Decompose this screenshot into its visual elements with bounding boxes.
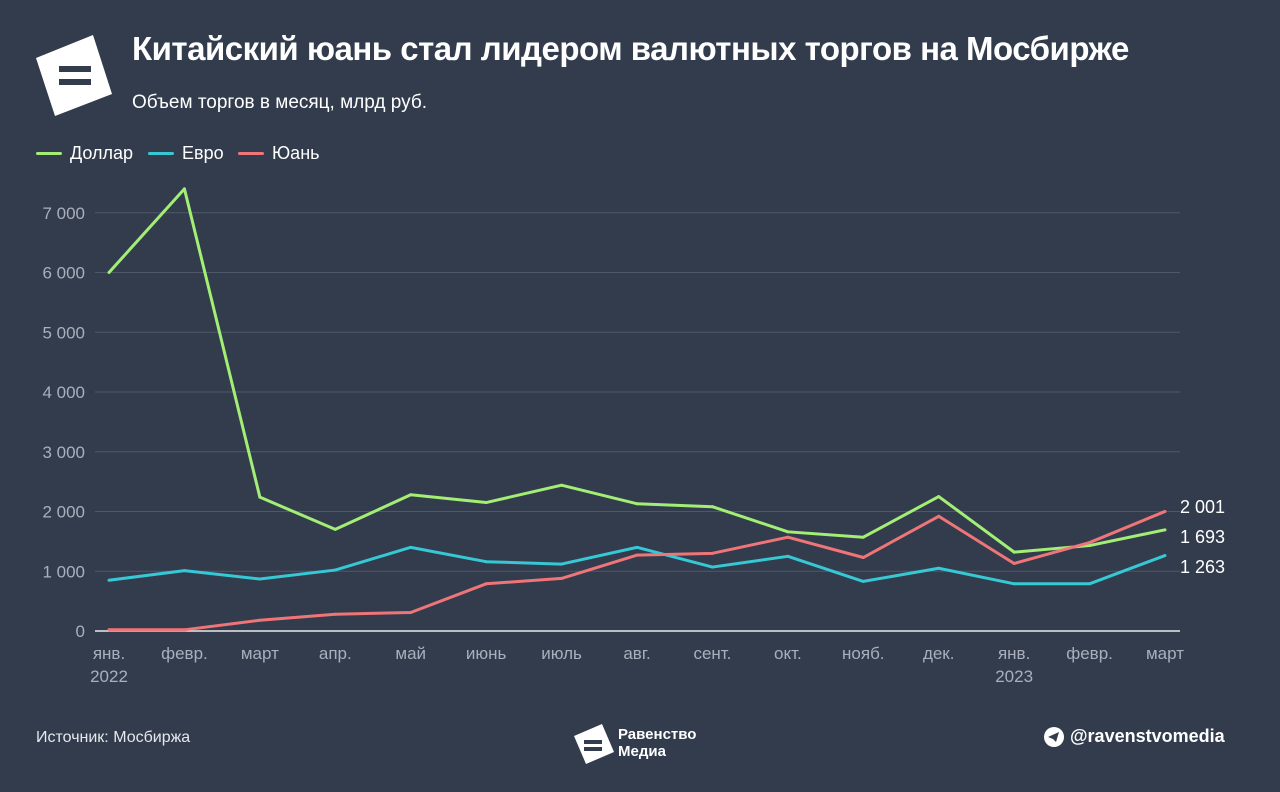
data-point — [635, 502, 639, 506]
x-tick-label: март — [241, 644, 279, 663]
y-tick-label: 7 000 — [42, 204, 85, 223]
telegram-handle[interactable]: @ravenstvomedia — [1044, 726, 1225, 747]
x-tick-label: сент. — [693, 644, 731, 663]
y-tick-label: 2 000 — [42, 503, 85, 522]
chart-title: Китайский юань стал лидером валютных тор… — [132, 30, 1129, 67]
legend-item-euro: Евро — [148, 143, 224, 164]
x-tick-label: апр. — [319, 644, 352, 663]
data-point — [1088, 544, 1092, 548]
data-point — [107, 628, 111, 632]
x-tick-label: февр. — [1066, 644, 1113, 663]
brand-name: Равенство Медиа — [618, 726, 696, 760]
data-point — [710, 505, 714, 509]
legend-label: Доллар — [70, 143, 134, 163]
data-point — [1163, 554, 1167, 558]
data-point — [333, 527, 337, 531]
data-point — [333, 568, 337, 572]
series-line-0 — [107, 187, 1166, 554]
data-point — [258, 577, 262, 581]
y-tick-label: 4 000 — [42, 383, 85, 402]
brand-logo-icon — [574, 724, 614, 764]
data-point — [1088, 582, 1092, 586]
x-tick-label: июнь — [466, 644, 507, 663]
data-point — [937, 514, 941, 518]
source-note: Источник: Мосбиржа — [36, 729, 191, 746]
data-point — [861, 556, 865, 560]
data-point — [409, 610, 413, 614]
end-value-label: 1 263 — [1180, 557, 1225, 577]
data-point — [1012, 550, 1016, 554]
x-tick-year: 2022 — [90, 667, 128, 686]
data-point — [107, 578, 111, 582]
data-point — [182, 628, 186, 632]
telegram-label: @ravenstvomedia — [1070, 726, 1225, 746]
data-point — [258, 495, 262, 499]
line-chart: 0 1 000 2 000 3 000 4 000 5 000 6 000 7 000 янв.… — [42, 187, 1225, 686]
x-tick-label: февр. — [161, 644, 208, 663]
data-point — [258, 618, 262, 622]
data-point — [182, 569, 186, 573]
x-tick-year: 2023 — [995, 667, 1033, 686]
y-tick-label: 0 — [76, 622, 85, 641]
data-point — [1012, 582, 1016, 586]
data-point — [635, 553, 639, 557]
data-point — [710, 551, 714, 555]
data-point — [861, 579, 865, 583]
brand-line2: Медиа — [618, 743, 666, 760]
data-point — [1088, 541, 1092, 545]
data-point — [786, 535, 790, 539]
y-tick-label: 5 000 — [42, 323, 85, 342]
data-point — [710, 565, 714, 569]
data-point — [333, 612, 337, 616]
data-point — [560, 562, 564, 566]
data-point — [1163, 509, 1167, 513]
x-tick-label: июль — [541, 644, 582, 663]
data-point — [560, 483, 564, 487]
series-line-1 — [108, 545, 1166, 586]
y-tick-label: 1 000 — [42, 562, 85, 581]
data-point — [484, 582, 488, 586]
data-point — [786, 554, 790, 558]
x-tick-label: янв. — [93, 644, 125, 663]
legend-label: Юань — [272, 143, 320, 163]
x-tick-label: окт. — [774, 644, 802, 663]
legend-label: Евро — [182, 143, 224, 163]
legend-item-yuan: Юань — [238, 143, 320, 164]
y-tick-label: 3 000 — [42, 443, 85, 462]
data-point — [484, 560, 488, 564]
series-line-2 — [109, 510, 1166, 632]
data-point — [861, 535, 865, 539]
x-tick-label: нояб. — [842, 644, 885, 663]
data-point — [937, 566, 941, 570]
x-tick-label: март — [1146, 644, 1184, 663]
chart-subtitle: Объем торгов в месяц, млрд руб. — [132, 92, 427, 113]
data-point — [1163, 528, 1167, 532]
y-tick-label: 6 000 — [42, 264, 85, 283]
x-tick-label: янв. — [998, 644, 1030, 663]
data-point — [937, 495, 941, 499]
data-point — [107, 271, 111, 274]
brand-line1: Равенство — [618, 726, 697, 743]
data-point — [409, 545, 413, 549]
end-value-label: 2 001 — [1180, 497, 1225, 517]
data-point — [1012, 561, 1016, 565]
legend-item-dollar: Доллар — [36, 143, 133, 164]
logo-icon — [36, 35, 112, 116]
x-tick-label: авг. — [623, 644, 650, 663]
data-point — [409, 493, 413, 497]
end-value-label: 1 693 — [1180, 527, 1225, 547]
x-tick-label: дек. — [923, 644, 955, 663]
data-point — [635, 545, 639, 549]
telegram-icon — [1044, 726, 1064, 747]
data-point — [560, 576, 564, 580]
data-point — [182, 187, 186, 191]
data-point — [484, 501, 488, 505]
x-tick-label: май — [395, 644, 426, 663]
data-point — [786, 530, 790, 534]
